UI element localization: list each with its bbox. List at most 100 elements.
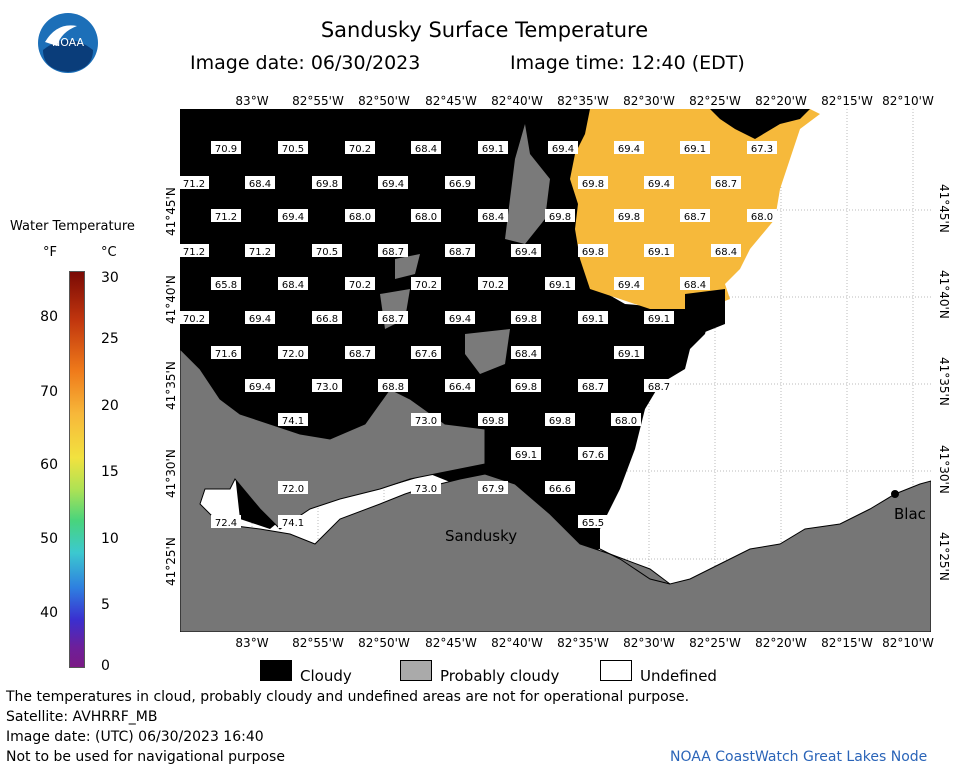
temperature-value: 68.4 [680, 277, 710, 291]
probably-cloudy-label: Probably cloudy [440, 667, 560, 685]
temperature-value: 69.4 [278, 209, 308, 223]
temperature-value-box [578, 176, 608, 189]
temperature-value-box [478, 141, 508, 154]
cloudy-patch-center [685, 289, 725, 334]
lon-label-bottom: 82°35'W [557, 636, 609, 650]
f-tick: 60 [40, 457, 58, 473]
node-credit: NOAA CoastWatch Great Lakes Node [670, 749, 928, 765]
temperature-value-text: 72.4 [215, 518, 237, 529]
temperature-value-box [345, 346, 375, 359]
temperature-value: 69.8 [478, 413, 508, 427]
temperature-value-box [211, 277, 241, 290]
temperature-value-text: 69.8 [316, 179, 338, 190]
temperature-value-text: 69.8 [549, 416, 571, 427]
city-label-sandusky: Sandusky [445, 527, 517, 545]
temperature-value-text: 68.7 [449, 247, 471, 258]
f-tick: 50 [40, 531, 58, 547]
temperature-value-box [711, 176, 741, 189]
temperature-value-box [312, 176, 342, 189]
temperature-value-text: 69.8 [549, 212, 571, 223]
temperature-value-text: 72.0 [282, 484, 304, 495]
temperature-value: 69.8 [511, 379, 541, 393]
disclaimer: The temperatures in cloud, probably clou… [6, 689, 690, 705]
temperature-value: 69.8 [545, 413, 575, 427]
temperature-value-box [411, 481, 441, 494]
temperature-value-box [578, 379, 608, 392]
temperature-value-text: 69.8 [482, 416, 504, 427]
temperature-value: 69.8 [312, 176, 342, 190]
temperature-value-box [644, 379, 674, 392]
lon-label-top: 82°20'W [755, 94, 807, 108]
temperature-value-box [445, 176, 475, 189]
temperature-value-box [747, 209, 777, 222]
temperature-value-text: 70.2 [415, 280, 437, 291]
temperature-value-text: 65.5 [582, 518, 604, 529]
temperature-value-box [478, 413, 508, 426]
unit-celsius: °C [101, 245, 117, 260]
temperature-value-text: 71.2 [183, 247, 205, 258]
temperature-value-box [445, 311, 475, 324]
temperature-value-box [747, 141, 777, 154]
temperature-value: 71.2 [245, 244, 275, 258]
temperature-value: 69.4 [245, 311, 275, 325]
temperature-value: 66.6 [545, 481, 575, 495]
temperature-value-text: 68.0 [415, 212, 437, 223]
temperature-value: 68.0 [611, 413, 641, 427]
temperature-value-box [378, 176, 408, 189]
lon-label-bottom: 82°25'W [689, 636, 741, 650]
temperature-value: 72.4 [211, 515, 241, 529]
temperature-value-box [312, 379, 342, 392]
temperature-value-box [312, 244, 342, 257]
temperature-value-text: 68.7 [349, 349, 371, 360]
temperature-value: 70.5 [278, 141, 308, 155]
temperature-value: 68.4 [245, 176, 275, 190]
temperature-value-box [211, 209, 241, 222]
lon-label-bottom: 82°40'W [491, 636, 543, 650]
temperature-value-text: 68.7 [382, 314, 404, 325]
temperature-value-box [644, 176, 674, 189]
temperature-value-text: 69.1 [549, 280, 571, 291]
temperature-value-text: 69.4 [449, 314, 471, 325]
temperature-value-box [680, 277, 710, 290]
temperature-value: 74.1 [278, 413, 308, 427]
noaa-logo: NOAA [37, 12, 99, 74]
temperature-value-text: 66.6 [549, 484, 571, 495]
c-tick: 25 [101, 331, 119, 347]
temperature-value: 74.1 [278, 515, 308, 529]
lon-label-bottom: 83°W [235, 636, 269, 650]
temperature-value-text: 71.2 [215, 212, 237, 223]
lon-label-top: 82°45'W [425, 94, 477, 108]
temperature-value-text: 68.0 [349, 212, 371, 223]
temperature-value: 70.2 [345, 141, 375, 155]
temperature-value: 69.1 [478, 141, 508, 155]
temperature-value-text: 67.6 [582, 450, 604, 461]
temperature-value-text: 69.8 [515, 382, 537, 393]
temperature-value-text: 67.6 [415, 349, 437, 360]
temperature-value-box [180, 311, 209, 324]
temperature-value-text: 66.9 [449, 179, 471, 190]
temperature-value: 66.8 [312, 311, 342, 325]
temperature-value-box [278, 413, 308, 426]
temperature-value-text: 74.1 [282, 518, 304, 529]
lon-label-bottom: 82°55'W [292, 636, 344, 650]
temperature-colorbar [69, 271, 85, 668]
temperature-value-text: 68.7 [382, 247, 404, 258]
temperature-value-text: 69.8 [582, 179, 604, 190]
temperature-value: 68.7 [378, 311, 408, 325]
shoreline [599, 548, 671, 585]
image-date: Image date: 06/30/2023 [190, 52, 421, 74]
temperature-value-box [345, 209, 375, 222]
temperature-value-text: 69.8 [515, 314, 537, 325]
lon-label-top: 82°30'W [623, 94, 675, 108]
temperature-value-text: 69.4 [515, 247, 537, 258]
temperature-map: Blac Sandusky 70.9 70.5 70.2 68.4 69.1 69.4 69… [180, 109, 931, 632]
temperature-value: 67.6 [411, 346, 441, 360]
lat-label-right: 41°45'N [937, 184, 951, 233]
image-time: Image time: 12:40 (EDT) [510, 52, 745, 74]
temperature-value: 69.4 [644, 176, 674, 190]
temperature-value: 68.4 [478, 209, 508, 223]
temperature-value-text: 66.8 [316, 314, 338, 325]
probably-cloudy-swatch [400, 660, 432, 681]
c-tick: 15 [101, 464, 119, 480]
temperature-value-text: 69.4 [618, 144, 640, 155]
